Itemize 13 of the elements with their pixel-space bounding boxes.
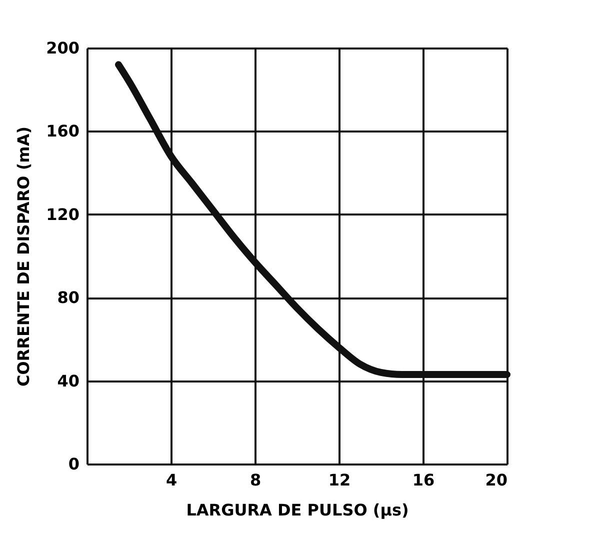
y-tick-label: 160: [46, 122, 80, 141]
x-tick-label: 8: [250, 470, 262, 490]
x-tick-label: 16: [412, 470, 435, 490]
x-tick-label: 20: [485, 470, 508, 490]
y-tick-label: 80: [57, 288, 80, 308]
y-axis-title: CORRENTE DE DISPARO (mA): [14, 126, 34, 387]
x-axis-title: LARGURA DE PULSO (µs): [186, 500, 409, 520]
y-tick-label: 120: [46, 204, 80, 224]
x-tick-label: 4: [166, 470, 178, 490]
y-tick-label: 40: [57, 371, 80, 390]
x-tick-label: 12: [328, 470, 351, 490]
y-tick-label: 0: [68, 454, 80, 474]
y-tick-label: 200: [46, 38, 80, 58]
